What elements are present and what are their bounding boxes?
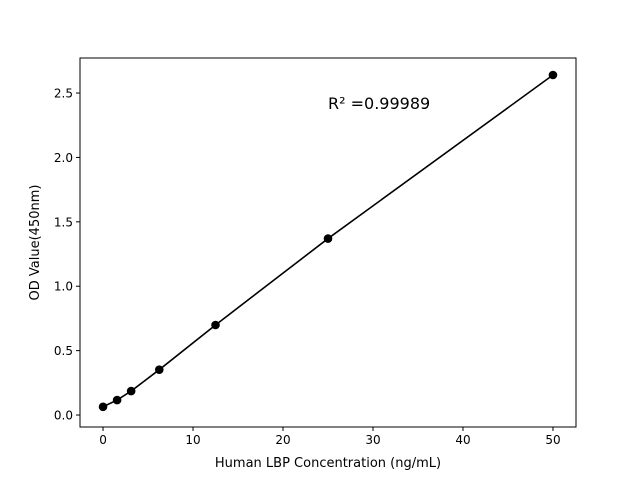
plot-frame bbox=[79, 57, 577, 428]
data-point bbox=[323, 234, 333, 243]
y-axis-label: OD Value(450nm) bbox=[28, 185, 43, 301]
y-tick-label: 0.5 bbox=[54, 344, 73, 358]
data-point bbox=[154, 365, 164, 374]
x-axis-label: Human LBP Concentration (ng/mL) bbox=[215, 456, 441, 471]
data-point bbox=[112, 395, 122, 405]
x-tick-label: 50 bbox=[545, 433, 560, 447]
data-point bbox=[98, 402, 108, 412]
data-point bbox=[211, 320, 220, 330]
x-tick-label: 0 bbox=[99, 433, 107, 447]
x-axis-ticks: 0 10 20 30 40 50 bbox=[99, 427, 561, 447]
y-axis-ticks: 0.0 0.5 1.0 1.5 2.0 2.5 bbox=[54, 87, 80, 423]
y-tick-label: 1.0 bbox=[54, 280, 73, 294]
y-tick-label: 2.0 bbox=[54, 151, 73, 165]
x-tick-label: 30 bbox=[365, 433, 380, 447]
x-tick-label: 20 bbox=[275, 433, 290, 447]
y-tick-label: 2.5 bbox=[54, 87, 73, 101]
y-tick-label: 0.0 bbox=[54, 409, 73, 423]
series bbox=[98, 70, 558, 412]
r-squared-annotation: R² =0.99989 bbox=[328, 94, 430, 113]
y-tick-label: 1.5 bbox=[54, 215, 73, 229]
x-tick-label: 40 bbox=[455, 433, 470, 447]
data-point bbox=[548, 70, 558, 80]
x-tick-label: 10 bbox=[185, 433, 200, 447]
data-point bbox=[126, 386, 136, 396]
